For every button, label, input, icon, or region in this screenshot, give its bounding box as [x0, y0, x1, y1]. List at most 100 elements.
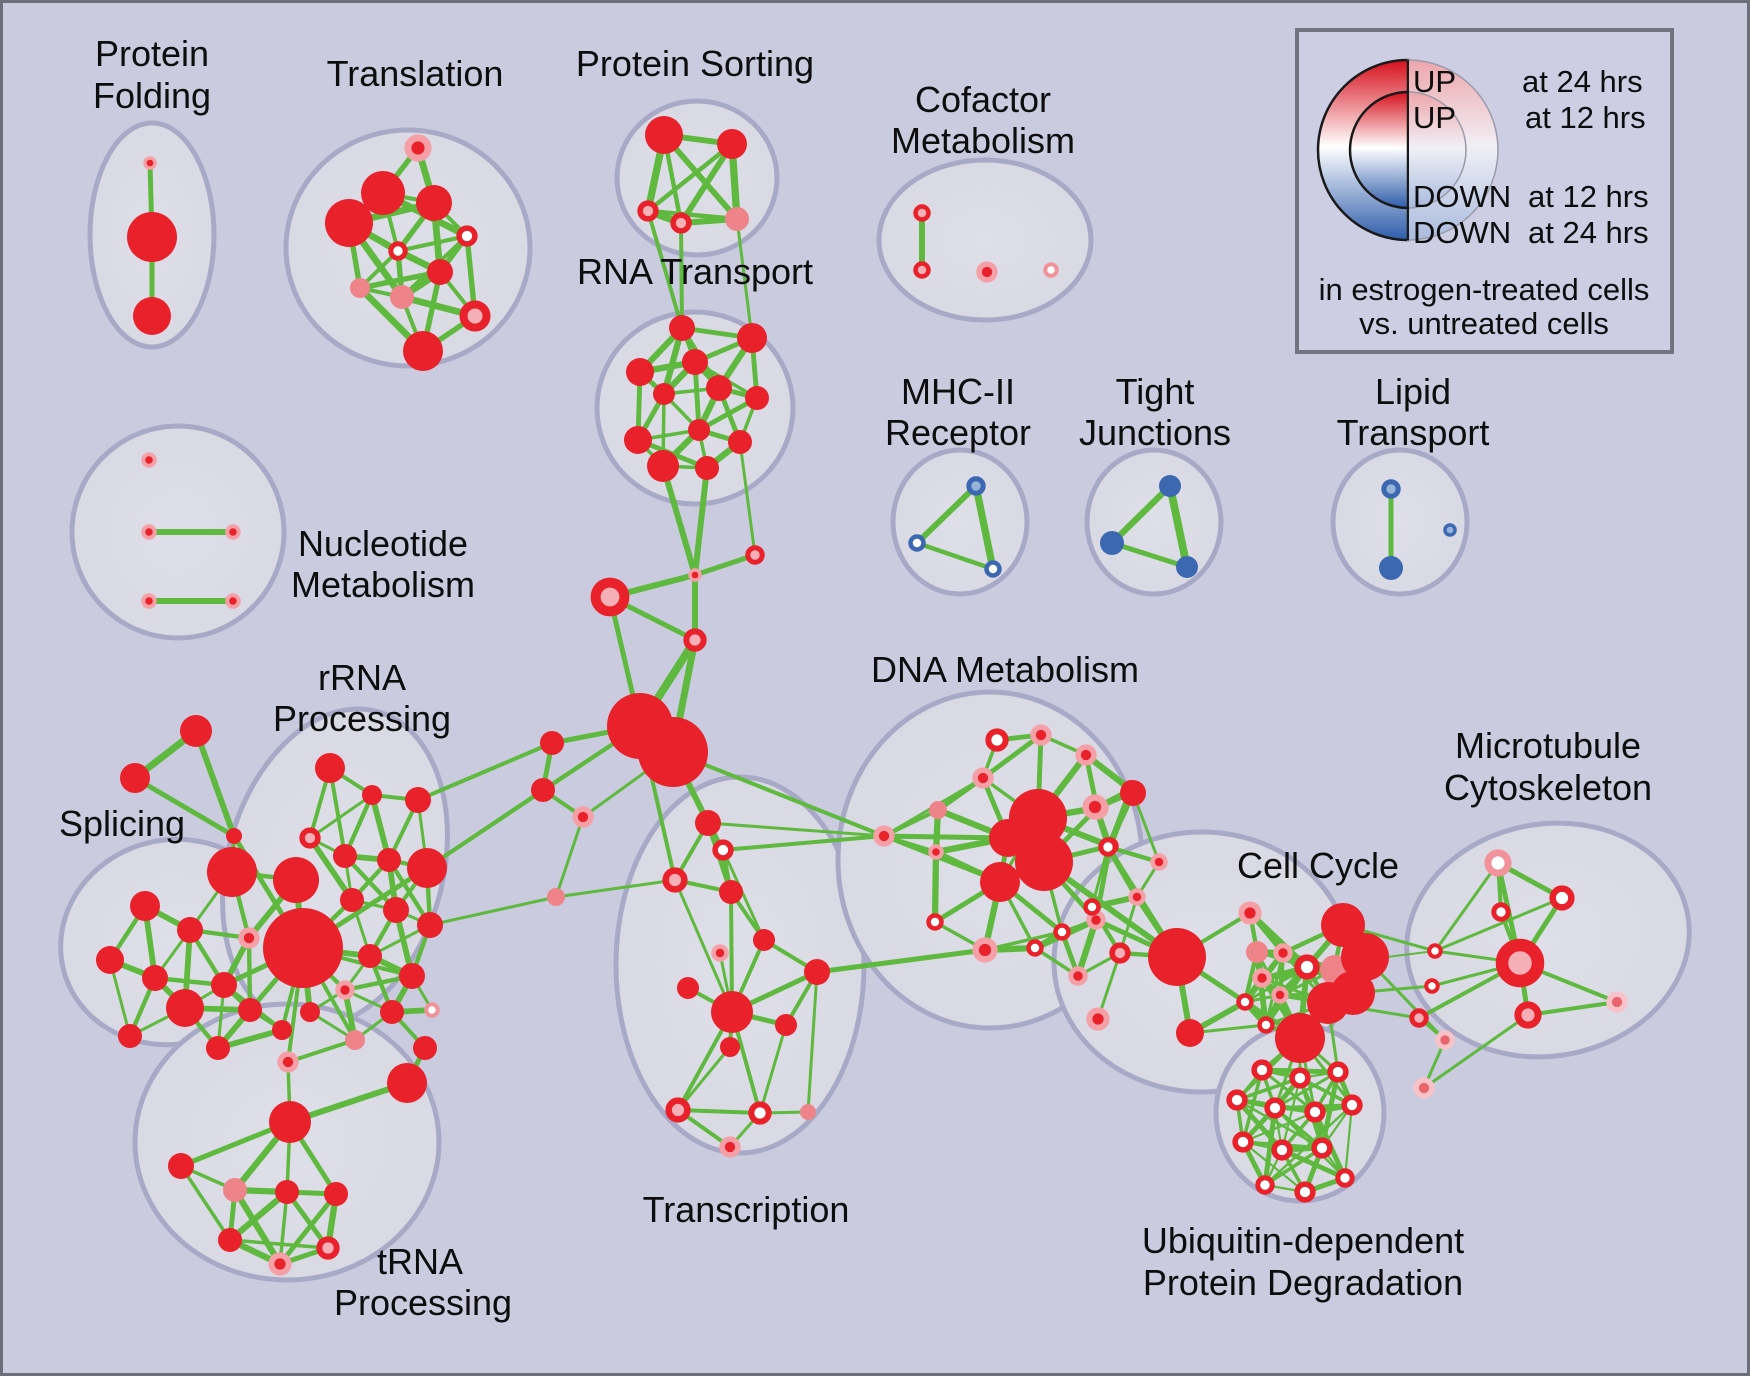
node-tr-5 — [388, 241, 408, 261]
cluster-label-rr-1: Processing — [273, 698, 451, 739]
edge-tn — [277, 1191, 339, 1267]
legend-row-dir-1: UP — [1413, 100, 1456, 135]
node-lt-0 — [1381, 479, 1401, 499]
node-rr-17 — [300, 1002, 320, 1022]
node-ub-12 — [1335, 1168, 1355, 1188]
cluster-label-cm-1: Metabolism — [891, 120, 1075, 161]
node-dm-4 — [1030, 724, 1052, 746]
legend-row-time-1: at 12 hrs — [1525, 100, 1646, 135]
node-rr-7 — [340, 888, 364, 912]
node-tr-2 — [416, 185, 452, 221]
node-tx-3 — [719, 880, 743, 904]
cluster-label-nm-1: Metabolism — [291, 564, 475, 605]
node-mt-9 — [1435, 1030, 1455, 1050]
node-ps-2 — [637, 200, 659, 222]
cluster-label-ub-0: Ubiquitin-dependent — [1142, 1220, 1464, 1261]
legend-row-dir-3: DOWN — [1413, 215, 1511, 250]
node-tr-0 — [404, 134, 432, 162]
cluster-label-nm-0: Nucleotide — [298, 523, 468, 564]
node-dm-1 — [989, 819, 1027, 857]
edge-tri — [193, 728, 237, 839]
node-dm-2 — [1015, 833, 1073, 891]
node-nm-3 — [141, 593, 157, 609]
node-cc-4 — [590, 577, 630, 617]
edge-mt — [1433, 896, 1564, 953]
edge-tj — [1108, 482, 1174, 547]
node-nm-1 — [141, 524, 157, 540]
edge-cc — [554, 815, 585, 899]
node-tn-10 — [316, 1236, 340, 1260]
cluster-label-tj-0: Tight — [1116, 371, 1195, 412]
node-cy-15 — [1252, 968, 1272, 988]
node-tx-8 — [711, 991, 753, 1033]
node-tx-13 — [800, 1104, 816, 1120]
legend: UP at 24 hrs UP at 12 hrs DOWN at 12 hrs… — [1295, 28, 1674, 354]
node-lt-1 — [1379, 556, 1403, 580]
node-cy-8 — [1086, 1007, 1110, 1031]
node-rr-8 — [383, 897, 409, 923]
node-tn-9 — [268, 1252, 292, 1276]
node-tr-9 — [459, 300, 491, 332]
node-tj-1 — [1100, 531, 1124, 555]
node-tx-2 — [662, 867, 688, 893]
node-tn-1 — [413, 1036, 437, 1060]
node-dm-18 — [1068, 966, 1088, 986]
cluster-label-mt-1: Cytoskeleton — [1444, 767, 1652, 808]
edge-cc — [671, 750, 886, 838]
cluster-label-cy-0: Cell Cycle — [1237, 845, 1399, 886]
legend-updown-glyph — [1316, 58, 1499, 242]
node-cy-20 — [1341, 933, 1389, 981]
node-ub-2 — [1327, 1061, 1349, 1083]
edge-rr — [307, 835, 355, 903]
node-cc-5 — [683, 628, 707, 652]
edge-cross-cc-rr — [416, 741, 554, 802]
node-mt-5 — [1424, 978, 1440, 994]
node-dm-6 — [972, 767, 994, 789]
edge-cross-cc-dm — [882, 834, 1002, 884]
edge-dm — [983, 930, 1064, 952]
node-cm-0 — [913, 204, 931, 222]
node-tn-5 — [223, 1178, 247, 1202]
edge-tr — [357, 269, 443, 291]
node-cm-3 — [1043, 262, 1059, 278]
edge-ub — [1263, 1146, 1324, 1187]
node-tx-9 — [775, 1014, 797, 1036]
node-dm-13 — [926, 913, 944, 931]
node-tx-4 — [711, 944, 729, 962]
edge-tx — [806, 970, 819, 1114]
edge-tn — [179, 1164, 232, 1242]
legend-footer-line2: vs. untreated cells — [1359, 306, 1609, 341]
edge-tri — [132, 775, 237, 839]
node-rt-4 — [706, 375, 732, 401]
node-rr-9 — [407, 848, 447, 888]
node-mhc-2 — [984, 560, 1002, 578]
node-sp-2 — [130, 891, 160, 921]
edge-ub — [1241, 1068, 1264, 1144]
node-cm-1 — [913, 261, 931, 279]
node-cc-7 — [531, 778, 555, 802]
node-tr-4 — [456, 225, 478, 247]
node-cc-2 — [688, 568, 702, 582]
node-ps-4 — [725, 207, 749, 231]
edge-cross-rt-cc — [660, 463, 698, 578]
node-tn-8 — [218, 1228, 242, 1252]
cluster-label-cm-0: Cofactor — [915, 79, 1051, 120]
node-rt-3 — [682, 349, 708, 375]
cluster-label-lt-1: Transport — [1337, 412, 1490, 453]
node-rr-10 — [417, 912, 443, 938]
node-pf-2 — [133, 297, 171, 335]
legend-inner-ring-left-icon — [1348, 90, 1410, 210]
cluster-label-tj-1: Junctions — [1079, 412, 1231, 453]
node-tx-1 — [712, 839, 734, 861]
edge-tn — [228, 1238, 330, 1250]
node-ps-0 — [645, 116, 683, 154]
node-dm-16 — [1053, 923, 1071, 941]
node-rr-4 — [299, 827, 321, 849]
node-tr-7 — [350, 278, 370, 298]
node-tn-4 — [168, 1153, 194, 1179]
node-nm-2 — [225, 524, 241, 540]
node-tx-11 — [665, 1097, 691, 1123]
node-tx-6 — [804, 959, 830, 985]
edge-cross-cc-tx — [706, 821, 886, 838]
